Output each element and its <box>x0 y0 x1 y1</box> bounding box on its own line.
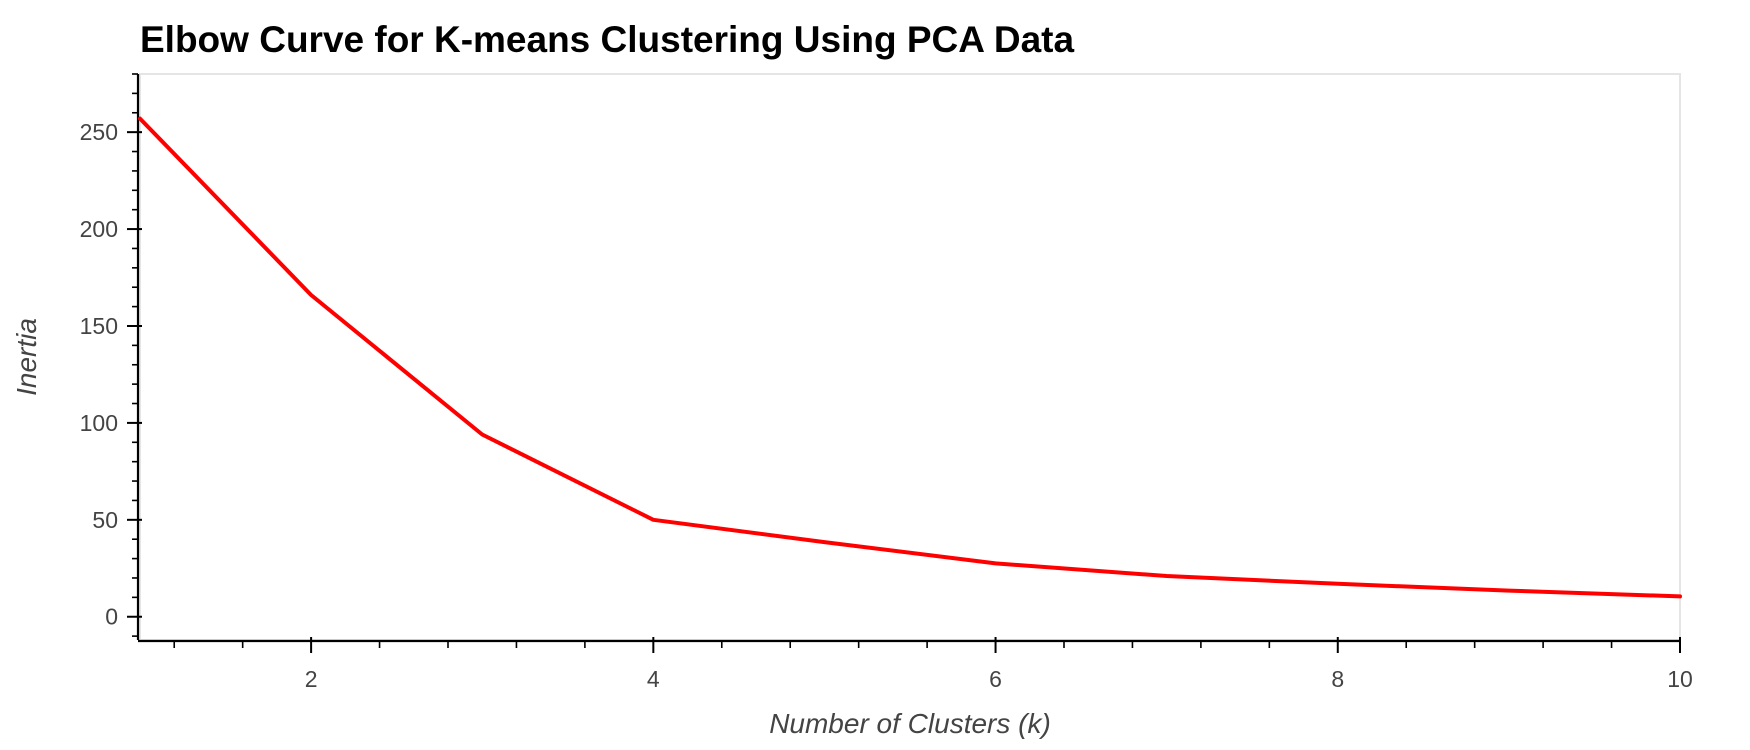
x-tick-label: 4 <box>647 666 660 692</box>
y-axis-label: Inertia <box>11 318 42 396</box>
plot-area <box>139 73 1681 641</box>
x-axis-label: Number of Clusters (k) <box>769 708 1051 739</box>
chart-title: Elbow Curve for K-means Clustering Using… <box>140 19 1074 60</box>
series-layer <box>138 116 1682 599</box>
x-tick-label: 8 <box>1331 666 1344 692</box>
x-tick-label: 10 <box>1667 666 1693 692</box>
x-axis: 2 4 6 8 10 <box>138 637 1693 692</box>
inertia-series-line <box>138 116 1682 599</box>
y-tick-label: 0 <box>105 604 118 630</box>
y-tick-label: 150 <box>80 313 118 339</box>
x-tick-label: 6 <box>989 666 1002 692</box>
y-tick-label: 100 <box>80 410 118 436</box>
y-tick-label: 50 <box>92 507 118 533</box>
y-tick-label: 200 <box>80 216 118 242</box>
x-tick-label: 2 <box>305 666 318 692</box>
y-axis: 0 50 100 150 200 250 <box>80 73 142 640</box>
y-tick-label: 250 <box>80 119 118 145</box>
